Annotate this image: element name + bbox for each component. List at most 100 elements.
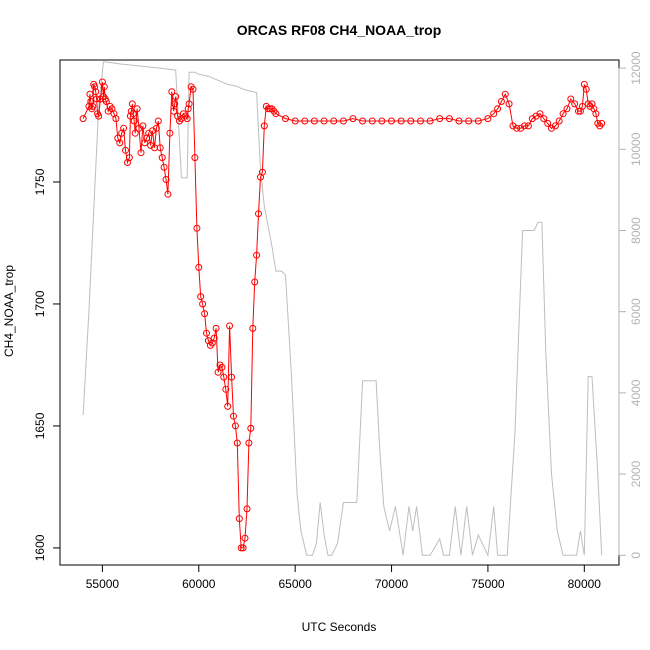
ch4-point: [243, 505, 251, 513]
ch4-point: [203, 329, 210, 337]
ch4-point: [301, 117, 309, 125]
ch4-point: [397, 117, 405, 125]
y-tick-label: 1700: [33, 290, 47, 317]
ch4-point: [230, 412, 237, 420]
ch4-point: [494, 105, 502, 113]
ch4-point: [544, 119, 552, 127]
ch4-point: [368, 117, 376, 125]
ch4-point: [231, 422, 239, 430]
ch4-point: [92, 88, 100, 96]
ch4-point: [264, 105, 272, 113]
ch4-point: [201, 310, 209, 318]
ch4-point: [189, 85, 197, 93]
ch4-point: [100, 83, 108, 91]
ch4-point: [193, 224, 201, 232]
x-tick-label: 75000: [471, 577, 505, 591]
ch4-point: [359, 117, 367, 125]
ch4-point: [567, 95, 575, 103]
y2-tick-label: 0: [629, 552, 643, 559]
ch4-point: [484, 115, 492, 123]
x-tick-label: 65000: [278, 577, 312, 591]
ch4-point: [210, 334, 218, 342]
ch4-point: [104, 107, 112, 115]
ch4-point: [239, 544, 247, 552]
ch4-point: [128, 100, 136, 108]
ch4-point: [130, 117, 138, 125]
ch4-point: [563, 105, 571, 113]
ch4-point: [455, 117, 463, 125]
ch4-point: [474, 117, 482, 125]
ch4-point: [258, 168, 266, 176]
ch4-point: [417, 117, 424, 125]
ch4-point: [509, 122, 517, 130]
ch4-point: [445, 115, 453, 123]
chart-title: ORCAS RF08 CH4_NOAA_trop: [237, 22, 442, 38]
ch4-point: [559, 110, 567, 118]
ch4-point: [183, 115, 191, 123]
ch4-point: [191, 154, 199, 162]
ch4-point: [320, 117, 328, 125]
ch4-point: [224, 402, 232, 410]
ch4-point: [199, 300, 207, 308]
ch4-point: [214, 368, 222, 376]
ch4-point: [91, 83, 99, 91]
ch4-point: [89, 102, 97, 110]
ch4-point: [195, 263, 203, 271]
ch4-point: [152, 124, 160, 132]
ch4-point: [505, 100, 513, 108]
altitude-line: [82, 61, 603, 558]
x-tick-label: 55000: [86, 577, 120, 591]
y-tick-label: 1600: [33, 534, 47, 561]
x-axis-label: UTC Seconds: [302, 620, 377, 634]
ch4-point: [349, 115, 357, 123]
ch4-point: [139, 122, 147, 130]
ch4-point: [226, 322, 234, 330]
ch4-line: [82, 81, 603, 549]
ch4-point: [251, 278, 259, 286]
ch4-point: [220, 373, 228, 381]
y-tick-label: 1650: [33, 412, 47, 439]
ch4-point: [497, 98, 505, 105]
ch4-point: [501, 90, 509, 98]
ch4-point: [582, 85, 590, 93]
ch4-point: [249, 324, 257, 332]
ch4-point: [233, 439, 241, 447]
ch4-point: [162, 176, 170, 183]
ch4-point: [241, 534, 249, 542]
ch4-point: [436, 115, 444, 123]
x-tick-label: 60000: [182, 577, 216, 591]
ch4-point: [102, 98, 110, 105]
ch4-point: [407, 117, 415, 125]
ch4-point: [426, 117, 434, 125]
ch4-point: [171, 100, 179, 108]
ch4-point: [197, 293, 205, 301]
ch4-point: [255, 210, 262, 218]
ch4-point: [513, 124, 521, 132]
y2-tick-label: 4000: [629, 379, 643, 406]
ch4-point: [228, 373, 236, 381]
ch4-point: [158, 154, 166, 162]
ch4-point: [291, 117, 299, 125]
ch4-point: [247, 424, 255, 432]
y2-tick-label: 12000: [629, 51, 643, 85]
ch4-point: [120, 124, 128, 132]
ch4-point: [575, 107, 582, 115]
ch4-point: [185, 100, 193, 108]
ch4-point: [388, 117, 395, 125]
ch4-point: [578, 102, 586, 110]
ch4-point: [598, 119, 606, 127]
ch4-point: [116, 139, 124, 147]
y2-tick-label: 10000: [629, 132, 643, 166]
ch4-point: [172, 93, 180, 101]
ch4-point: [339, 117, 347, 125]
y2-tick-label: 2000: [629, 460, 643, 487]
ch4-point: [253, 251, 261, 259]
ch4-point: [137, 149, 145, 157]
y-tick-label: 1750: [33, 168, 47, 195]
ch4-point: [282, 115, 289, 123]
ch4-point: [592, 110, 600, 118]
ch4-point: [184, 105, 192, 113]
plot-layer: 55000 60000 65000 70000 75000 800001650170017…: [33, 51, 643, 591]
y2-tick-label: 8000: [629, 217, 643, 244]
